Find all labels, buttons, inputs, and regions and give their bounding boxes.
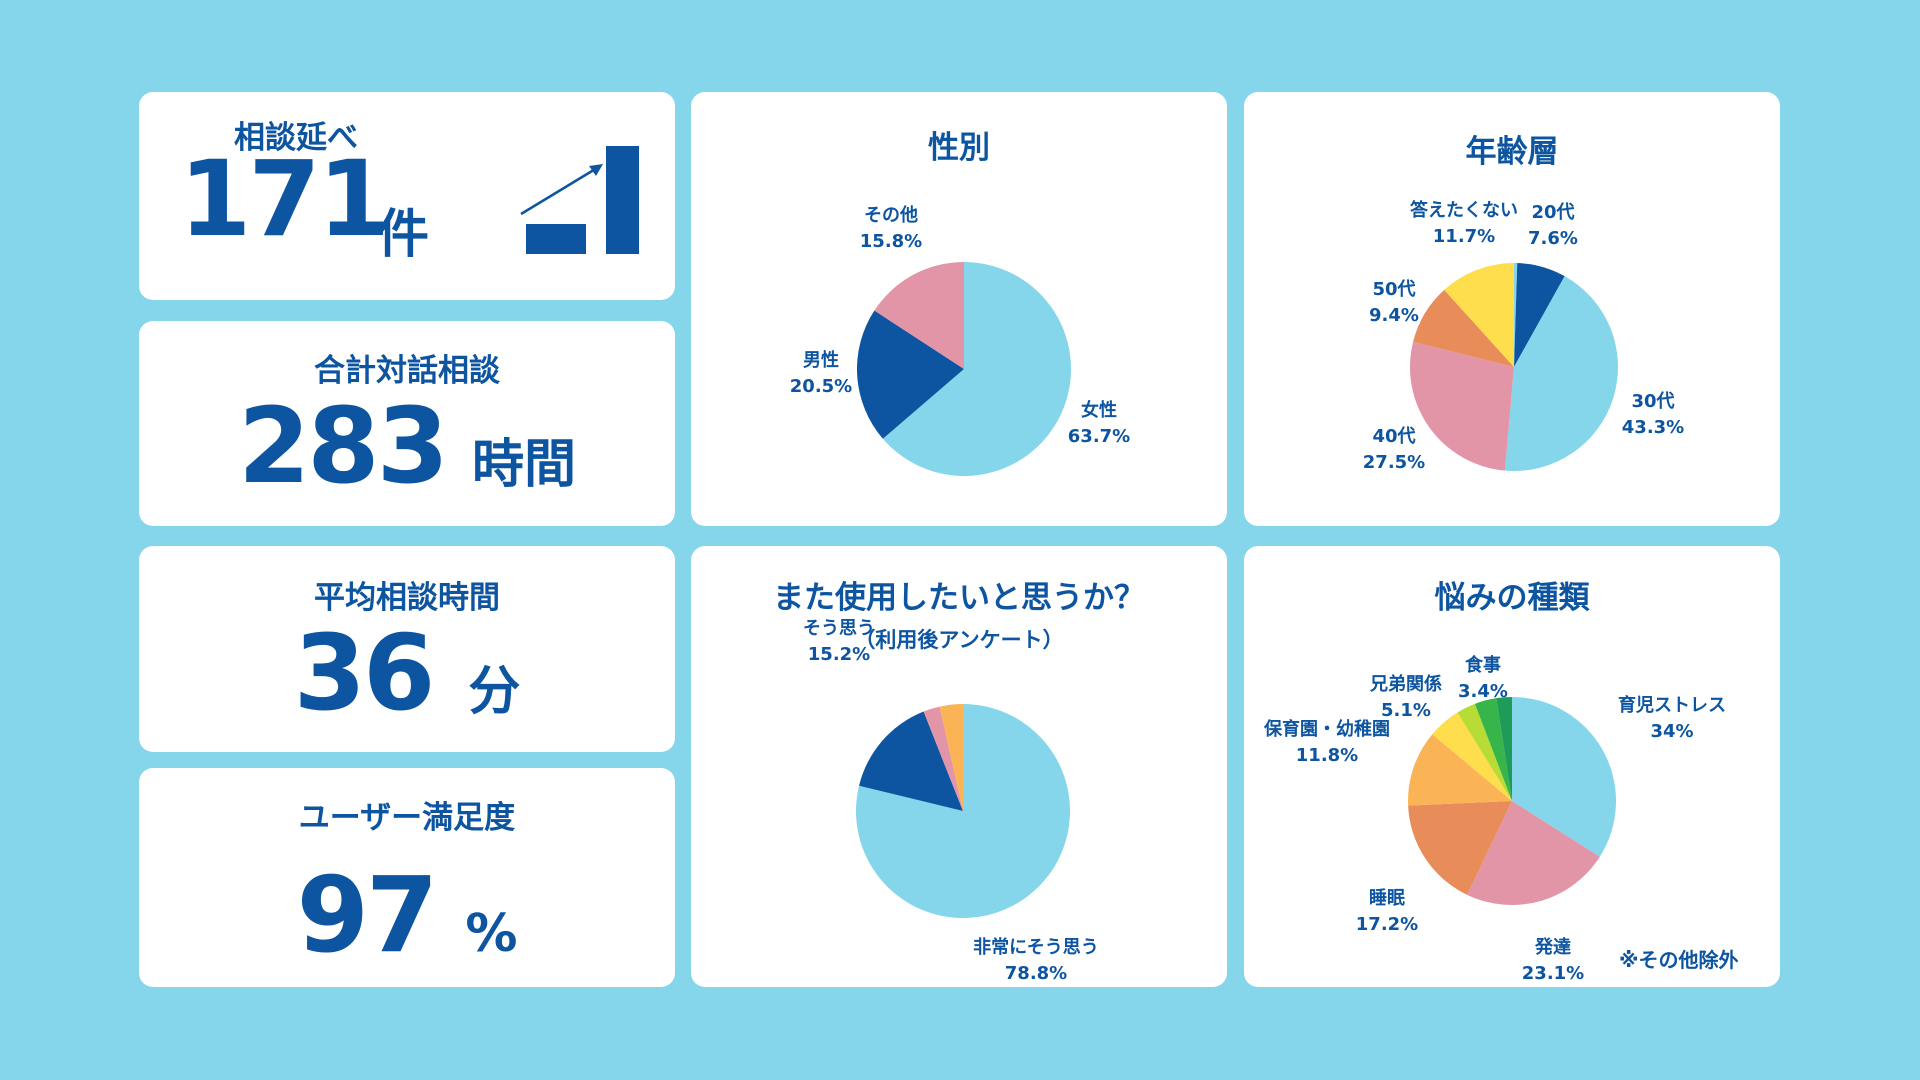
slice-value-0-1: 20.5% bbox=[790, 376, 852, 397]
kpi-card-consultations: 相談延べ 171 件 bbox=[139, 92, 675, 300]
slice-label-1-2: 30代 bbox=[1631, 391, 1674, 412]
slice-label-1-5: 答えたくない bbox=[1410, 199, 1518, 221]
slice-value-3-0: 34% bbox=[1650, 721, 1693, 742]
slice-value-0-0: 63.7% bbox=[1068, 426, 1130, 447]
kpi-row-total-time: 283 時間 bbox=[139, 385, 675, 507]
pie-slice-3-4 bbox=[1432, 712, 1512, 801]
pie-slice-1-4 bbox=[1413, 289, 1514, 367]
pie-slice-3-1 bbox=[1467, 801, 1600, 905]
chart-note-concerns: ※その他除外 bbox=[1619, 948, 1739, 972]
pie-slice-0-0 bbox=[882, 262, 1071, 477]
kpi-label-consultations: 相談延べ bbox=[234, 120, 358, 156]
chart-title-gender: 性別 bbox=[928, 130, 990, 166]
slice-value-1-5: 11.7% bbox=[1433, 226, 1495, 247]
pie-slice-3-6 bbox=[1474, 698, 1512, 801]
kpi-value-total-time: 283 bbox=[237, 385, 449, 507]
slice-value-3-6: 3.4% bbox=[1458, 681, 1508, 702]
slice-value-1-4: 9.4% bbox=[1369, 305, 1419, 326]
kpi-label-avg-time: 平均相談時間 bbox=[314, 580, 500, 616]
pie-chart-age: 20代 7.6% 30代 43.3% 40代 27.5% 50代 9.4% 答えたくない 11.7… bbox=[1363, 199, 1684, 473]
pie-slice-2-3 bbox=[939, 704, 963, 811]
slice-label-1-1: 20代 bbox=[1531, 202, 1574, 223]
slice-label-3-2: 睡眠 bbox=[1369, 888, 1405, 909]
slice-value-3-1: 23.1% bbox=[1522, 963, 1584, 984]
chart-card-concerns: 悩みの種類 育児ストレス 34% 発達 23.1% 睡眠 17.2% 保育園・幼稚園 11.8… bbox=[1244, 546, 1780, 987]
slice-label-3-0: 育児ストレス bbox=[1618, 694, 1726, 716]
kpi-unit-total-time: 時間 bbox=[472, 435, 577, 495]
pie-slice-1-3 bbox=[1410, 341, 1514, 471]
kpi-unit-consultations: 件 bbox=[377, 205, 430, 265]
kpi-card-satisfaction: ユーザー満足度 97 % bbox=[139, 768, 675, 987]
chart-title-concerns: 悩みの種類 bbox=[1434, 580, 1590, 616]
slice-label-0-1: 男性 bbox=[803, 349, 839, 371]
pie-slice-1-2 bbox=[1504, 276, 1619, 472]
slice-label-3-4: 兄弟関係 bbox=[1369, 673, 1442, 695]
pie-slice-0-1 bbox=[857, 310, 964, 439]
slice-value-2-0: 78.8% bbox=[1005, 963, 1067, 984]
kpi-card-avg-time: 平均相談時間 36 分 bbox=[139, 546, 675, 752]
pie-slice-2-1 bbox=[859, 711, 963, 811]
kpi-card-total-time: 合計対話相談 283 時間 bbox=[139, 321, 675, 526]
kpi-value-avg-time: 36 bbox=[293, 612, 436, 734]
pie-chart-gender: 女性 63.7% 男性 20.5% その他 15.8% bbox=[790, 204, 1130, 477]
pie-slice-3-7 bbox=[1496, 697, 1512, 801]
kpi-unit-satisfaction: % bbox=[465, 904, 518, 964]
slice-label-2-0: 非常にそう思う bbox=[973, 936, 1099, 958]
kpi-row-avg-time: 36 分 bbox=[139, 612, 675, 734]
pie-slice-3-2 bbox=[1408, 801, 1512, 895]
kpi-label-total-time: 合計対話相談 bbox=[314, 353, 500, 389]
slice-label-0-0: 女性 bbox=[1081, 399, 1117, 421]
pie-slice-3-5 bbox=[1457, 703, 1512, 801]
pie-chart-reuse: 非常にそう思う 78.8% そう思う 15.2% bbox=[803, 618, 1099, 984]
kpi-unit-avg-time: 分 bbox=[468, 662, 521, 722]
pie-chart-concerns: 育児ストレス 34% 発達 23.1% 睡眠 17.2% 保育園・幼稚園 11.8% 兄弟関係 5… bbox=[1263, 654, 1726, 984]
chart-card-gender: 性別 女性 63.7% 男性 20.5% その他 15.8% bbox=[691, 92, 1227, 526]
kpi-row-satisfaction: 97 % bbox=[139, 854, 675, 976]
chart-title-reuse: また使用したいと思うか？ bbox=[773, 580, 1145, 616]
kpi-label-satisfaction: ユーザー満足度 bbox=[298, 800, 516, 836]
pie-slice-0-2 bbox=[874, 262, 964, 369]
pie-slice-1-5 bbox=[1444, 263, 1514, 367]
slice-value-3-4: 5.1% bbox=[1381, 700, 1431, 721]
slice-value-0-2: 15.8% bbox=[860, 231, 922, 252]
pie-slice-3-3 bbox=[1408, 734, 1512, 806]
slice-label-1-4: 50代 bbox=[1372, 279, 1415, 300]
slice-label-0-2: その他 bbox=[864, 204, 918, 226]
slice-value-1-1: 7.6% bbox=[1528, 228, 1578, 249]
pie-slice-1-0 bbox=[1514, 263, 1518, 367]
pie-slice-1-1 bbox=[1514, 263, 1565, 367]
slice-label-2-1: そう思う bbox=[803, 618, 875, 639]
kpi-value-satisfaction: 97 bbox=[296, 854, 439, 976]
slice-label-3-3: 保育園・幼稚園 bbox=[1263, 718, 1390, 740]
slice-value-3-3: 11.8% bbox=[1296, 745, 1358, 766]
pie-slice-3-0 bbox=[1512, 697, 1616, 857]
kpi-value-consultations: 171 bbox=[179, 138, 390, 260]
slice-label-1-3: 40代 bbox=[1372, 426, 1415, 447]
slice-label-3-1: 発達 bbox=[1534, 936, 1571, 958]
slice-value-2-1: 15.2% bbox=[808, 644, 870, 665]
slice-label-3-6: 食事 bbox=[1464, 654, 1501, 676]
chart-title-age: 年齢層 bbox=[1465, 134, 1559, 170]
chart-card-age: 年齢層 20代 7.6% 30代 43.3% 40代 27.5% 50代 9.4% 答えたくない… bbox=[1244, 92, 1780, 526]
bar-growth-arrow-icon bbox=[520, 146, 639, 254]
slice-value-3-2: 17.2% bbox=[1356, 914, 1418, 935]
chart-card-reuse: また使用したいと思うか？ （利用後アンケート） 非常にそう思う 78.8% そう思う… bbox=[691, 546, 1227, 987]
slice-value-1-3: 27.5% bbox=[1363, 452, 1425, 473]
pie-slice-2-2 bbox=[923, 706, 963, 811]
chart-subtitle-reuse: （利用後アンケート） bbox=[854, 628, 1064, 652]
slice-value-1-2: 43.3% bbox=[1622, 417, 1684, 438]
